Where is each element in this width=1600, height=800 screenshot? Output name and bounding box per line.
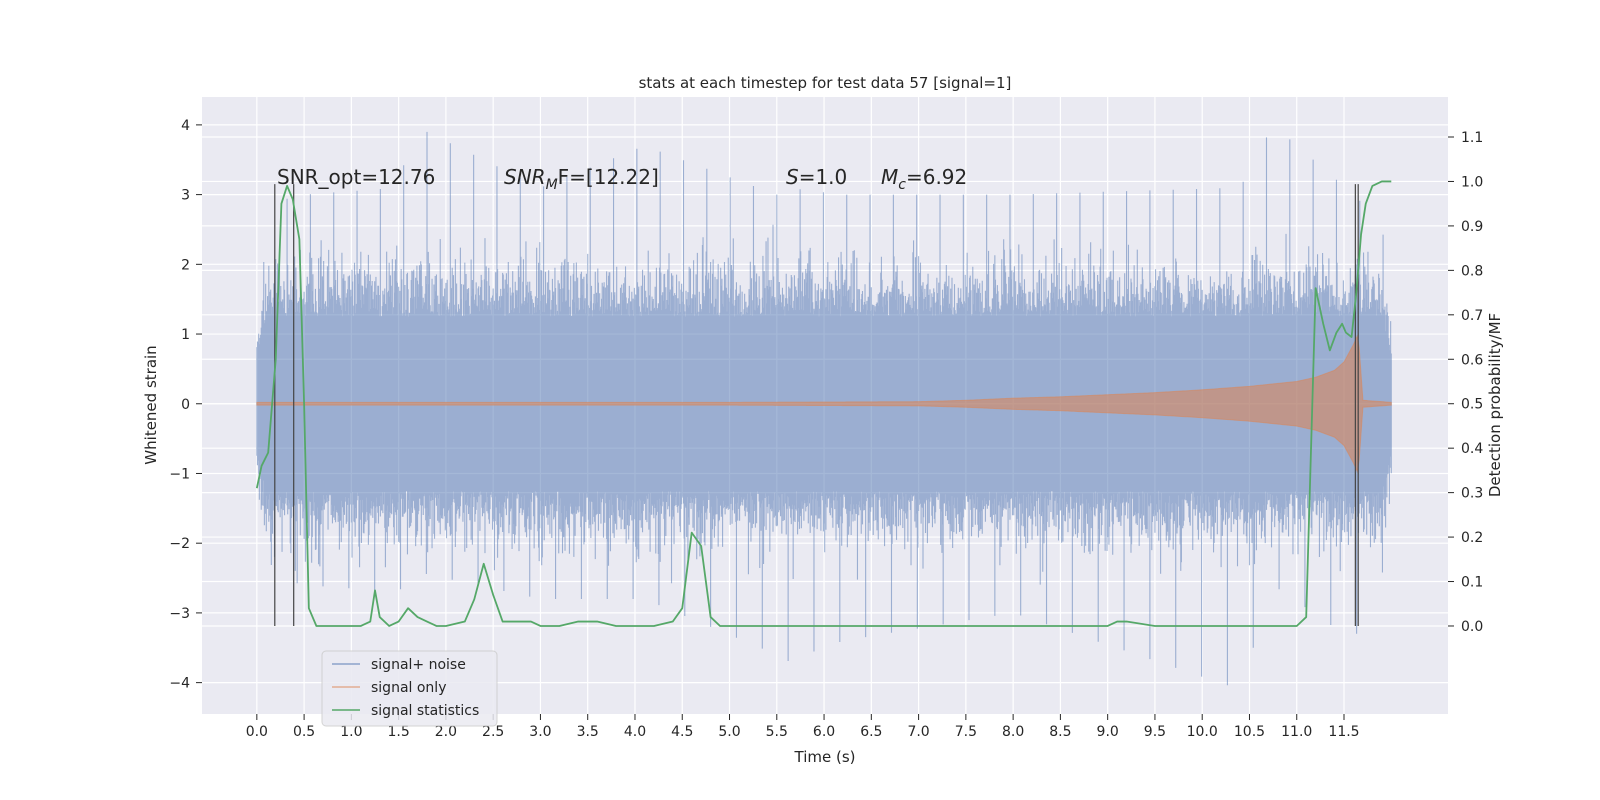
annotation-s: S=1.0 [786, 165, 847, 189]
annotations: SNR_opt=12.76 SNRMF=[12.22] S=1.0 Mc=6.9… [277, 165, 967, 193]
y-axis-label: Whitened strain [142, 345, 160, 464]
y-right-tick-label: 0.6 [1461, 352, 1483, 368]
x-tick-label: 7.0 [907, 724, 929, 740]
y-right-tick-label: 0.5 [1461, 397, 1483, 413]
y-tick-label: 2 [181, 257, 190, 273]
x-tick-label: 6.5 [860, 724, 882, 740]
chart-title: stats at each timestep for test data 57 … [639, 74, 1012, 92]
y-tick-label: 1 [181, 327, 190, 343]
y-right-tick-label: 1.0 [1461, 174, 1483, 190]
y-tick-label: 4 [181, 118, 190, 134]
axes: 0.0 0.5 1.0 1.5 2.0 2.5 3.0 3.5 4.0 4.5 5.0 5.5 6.0 6… [169, 118, 1483, 740]
vertical-markers [274, 184, 1359, 626]
x-tick-label: 11.5 [1328, 724, 1359, 740]
x-axis-label: Time (s) [794, 748, 856, 766]
x-tick-label: 11.0 [1281, 724, 1312, 740]
legend-label-signal-plus-noise: signal+ noise [371, 657, 466, 673]
x-tick-label: 4.0 [624, 724, 646, 740]
x-tick-label: 3.0 [529, 724, 551, 740]
y-tick-label: −1 [169, 466, 190, 482]
signal-statistics-line [255, 180, 1392, 627]
x-tick-label: 1.5 [388, 724, 410, 740]
x-tick-label: 3.5 [577, 724, 599, 740]
x-tick-label: 2.5 [482, 724, 504, 740]
x-tick-label: 0.5 [293, 724, 315, 740]
x-tick-label: 10.5 [1234, 724, 1265, 740]
y-right-tick-label: 0.2 [1461, 530, 1483, 546]
series-signal-statistics [255, 180, 1392, 627]
x-tick-label: 5.0 [718, 724, 740, 740]
y-tick-label: 3 [181, 188, 190, 204]
series-signal-only [256, 334, 1392, 474]
y-tick-label: −4 [169, 676, 190, 692]
annotation-snr-opt: SNR_opt=12.76 [277, 165, 435, 189]
x-tick-label: 2.0 [435, 724, 457, 740]
annotation-snr-mf: SNRMF=[12.22] [504, 165, 659, 193]
x-tick-label: 6.0 [813, 724, 835, 740]
x-tick-label: 5.5 [766, 724, 788, 740]
y-right-tick-label: 0.7 [1461, 308, 1483, 324]
legend: signal+ noise signal only signal statist… [321, 650, 498, 727]
x-tick-label: 4.5 [671, 724, 693, 740]
x-tick-label: 8.0 [1002, 724, 1024, 740]
y-tick-label: −3 [169, 606, 190, 622]
x-tick-label: 0.0 [246, 724, 268, 740]
legend-box [321, 650, 498, 727]
legend-label-signal-statistics: signal statistics [371, 703, 479, 719]
x-tick-label: 7.5 [955, 724, 977, 740]
x-tick-label: 10.0 [1187, 724, 1218, 740]
y-right-tick-label: 0.1 [1461, 575, 1483, 591]
y-right-tick-label: 0.3 [1461, 486, 1483, 502]
annotation-mc: Mc=6.92 [881, 165, 967, 193]
legend-label-signal-only: signal only [371, 680, 446, 696]
x-tick-label: 1.0 [340, 724, 362, 740]
y-right-tick-label: 0.4 [1461, 441, 1483, 457]
y-right-tick-label: 0.0 [1461, 619, 1483, 635]
y-right-tick-label: 0.9 [1461, 219, 1483, 235]
y-right-tick-label: 1.1 [1461, 130, 1483, 146]
y-tick-label: 0 [181, 397, 190, 413]
y-tick-label: −2 [169, 536, 190, 552]
x-tick-label: 8.5 [1049, 724, 1071, 740]
x-tick-label: 9.0 [1097, 724, 1119, 740]
signal-only-band [256, 334, 1392, 474]
y-axis-right-label: Detection probability/MF [1486, 313, 1504, 497]
y-right-tick-label: 0.8 [1461, 263, 1483, 279]
x-tick-label: 9.5 [1144, 724, 1166, 740]
